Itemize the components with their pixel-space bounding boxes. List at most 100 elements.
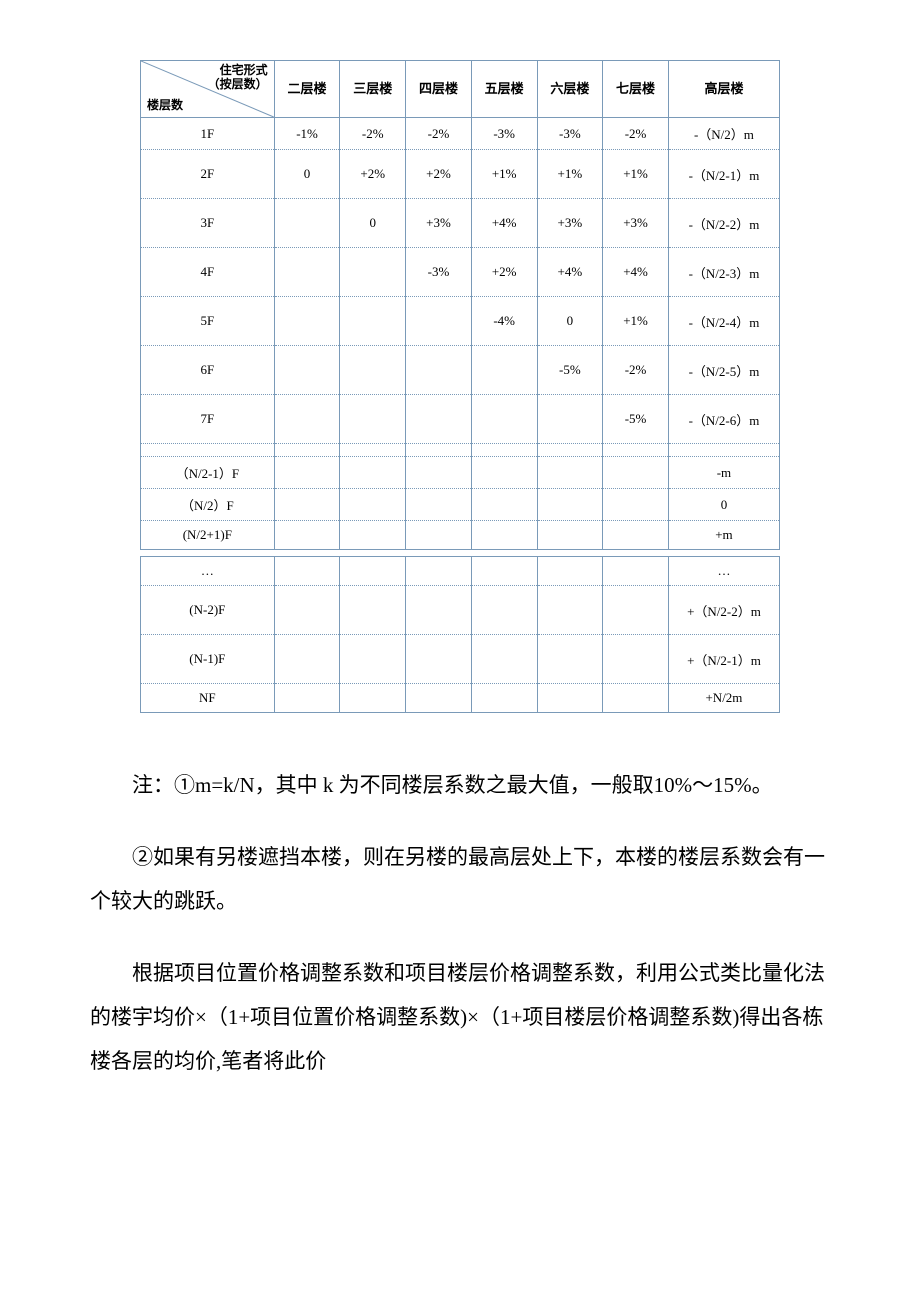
cell <box>340 346 406 395</box>
row-label: 5F <box>141 297 275 346</box>
cell <box>340 489 406 521</box>
row-label: … <box>141 557 275 586</box>
cell: +2% <box>471 248 537 297</box>
cell <box>537 489 603 521</box>
cell <box>603 557 669 586</box>
cell: -5% <box>603 395 669 444</box>
col-head: 七层楼 <box>603 61 669 118</box>
cell <box>274 684 340 713</box>
row-label: NF <box>141 684 275 713</box>
cell: +1% <box>471 150 537 199</box>
cell <box>603 521 669 550</box>
row-label: 2F <box>141 150 275 199</box>
cell <box>340 248 406 297</box>
cell <box>340 557 406 586</box>
cell <box>340 395 406 444</box>
table-row: (N/2+1)F+m <box>141 521 780 550</box>
row-label: (N-1)F <box>141 635 275 684</box>
cell <box>274 586 340 635</box>
table-row: …… <box>141 557 780 586</box>
cell <box>603 489 669 521</box>
cell: +1% <box>603 297 669 346</box>
cell <box>274 521 340 550</box>
cell: +4% <box>537 248 603 297</box>
cell <box>537 586 603 635</box>
cell <box>340 635 406 684</box>
cell <box>340 521 406 550</box>
cell <box>340 586 406 635</box>
cell: -2% <box>603 346 669 395</box>
table-row: 7F-5%-（N/2-6）m <box>141 395 780 444</box>
cell <box>274 489 340 521</box>
cell: -2% <box>406 118 472 150</box>
cell: +3% <box>406 199 472 248</box>
cell: -（N/2-4）m <box>668 297 779 346</box>
cell: -4% <box>471 297 537 346</box>
cell <box>603 684 669 713</box>
cell: +m <box>668 521 779 550</box>
row-label: 4F <box>141 248 275 297</box>
cell <box>406 635 472 684</box>
table-row: 5F-4%0+1%-（N/2-4）m <box>141 297 780 346</box>
cell: 0 <box>340 199 406 248</box>
row-label: （N/2-1）F <box>141 457 275 489</box>
cell <box>406 457 472 489</box>
col-head: 五层楼 <box>471 61 537 118</box>
cell: -1% <box>274 118 340 150</box>
diag-top-1: 住宅形式 <box>220 63 268 77</box>
col-head: 三层楼 <box>340 61 406 118</box>
floor-coefficient-table-wrap: 住宅形式 （按层数） 楼层数 二层楼 三层楼 四层楼 五层楼 六层楼 七层楼 高… <box>140 60 780 713</box>
table-row: 1F-1%-2%-2%-3%-3%-2%-（N/2）m <box>141 118 780 150</box>
row-label: 1F <box>141 118 275 150</box>
cell: +1% <box>603 150 669 199</box>
cell <box>274 557 340 586</box>
table-row: NF+N/2m <box>141 684 780 713</box>
cell <box>274 444 340 457</box>
cell <box>406 557 472 586</box>
cell: +4% <box>603 248 669 297</box>
table-row: 4F-3%+2%+4%+4%-（N/2-3）m <box>141 248 780 297</box>
cell <box>471 395 537 444</box>
cell <box>537 635 603 684</box>
cell: -（N/2-1）m <box>668 150 779 199</box>
cell <box>274 635 340 684</box>
diag-top-2: （按层数） <box>208 77 268 91</box>
table-row: 6F-5%-2%-（N/2-5）m <box>141 346 780 395</box>
cell <box>603 635 669 684</box>
cell <box>471 444 537 457</box>
col-head: 六层楼 <box>537 61 603 118</box>
table-row: 3F0+3%+4%+3%+3%-（N/2-2）m <box>141 199 780 248</box>
cell <box>274 346 340 395</box>
cell <box>406 586 472 635</box>
notes-section: 注：①m=k/N，其中 k 为不同楼层系数之最大值，一般取10%～15%。 ②如… <box>90 763 830 1084</box>
col-head: 二层楼 <box>274 61 340 118</box>
cell: +2% <box>340 150 406 199</box>
cell <box>471 489 537 521</box>
note-2: ②如果有另楼遮挡本楼，则在另楼的最高层处上下，本楼的楼层系数会有一个较大的跳跃。 <box>90 835 830 923</box>
cell: -（N/2-6）m <box>668 395 779 444</box>
row-label: (N-2)F <box>141 586 275 635</box>
col-head: 高层楼 <box>668 61 779 118</box>
cell <box>471 684 537 713</box>
cell <box>603 457 669 489</box>
cell <box>537 557 603 586</box>
cell <box>471 346 537 395</box>
cell <box>340 444 406 457</box>
cell <box>340 684 406 713</box>
cell: +1% <box>537 150 603 199</box>
cell <box>471 521 537 550</box>
cell <box>406 297 472 346</box>
col-head: 四层楼 <box>406 61 472 118</box>
floor-coefficient-table-a: 住宅形式 （按层数） 楼层数 二层楼 三层楼 四层楼 五层楼 六层楼 七层楼 高… <box>140 60 780 550</box>
cell <box>340 297 406 346</box>
diagonal-header-cell: 住宅形式 （按层数） 楼层数 <box>141 61 275 118</box>
table-row: 2F0+2%+2%+1%+1%+1%-（N/2-1）m <box>141 150 780 199</box>
cell: -3% <box>406 248 472 297</box>
cell: +3% <box>537 199 603 248</box>
cell: -（N/2-3）m <box>668 248 779 297</box>
gap-row <box>141 444 780 457</box>
cell <box>406 489 472 521</box>
cell <box>340 457 406 489</box>
cell <box>471 586 537 635</box>
cell <box>406 521 472 550</box>
